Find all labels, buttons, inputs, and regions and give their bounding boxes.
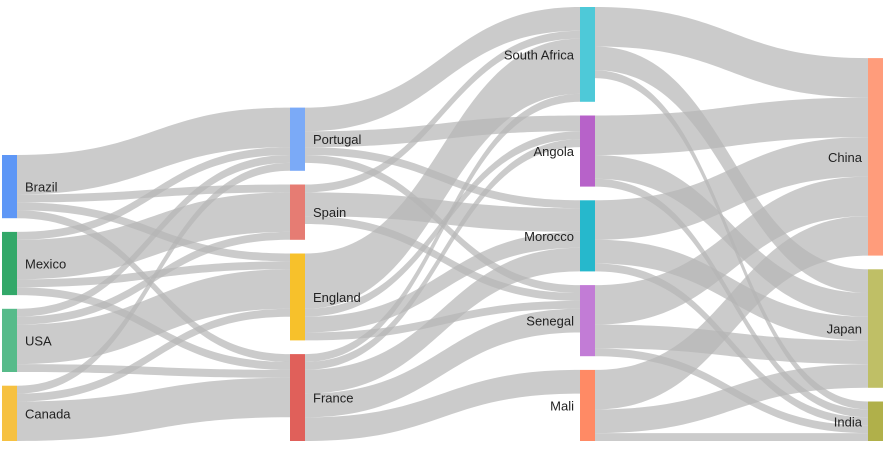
node-label-south-africa: South Africa	[504, 47, 575, 62]
link-mali-to-japan[interactable]	[595, 364, 868, 434]
node-india[interactable]	[868, 401, 883, 442]
link-morocco-to-china[interactable]	[595, 137, 868, 240]
node-japan[interactable]	[868, 269, 883, 388]
node-label-india: India	[834, 414, 863, 429]
link-france-to-mali[interactable]	[305, 369, 580, 441]
link-brazil-to-france[interactable]	[17, 210, 290, 362]
link-usa-to-france[interactable]	[17, 364, 290, 378]
link-mexico-to-portugal[interactable]	[17, 147, 290, 240]
node-label-france: France	[313, 391, 353, 406]
node-england[interactable]	[290, 253, 305, 341]
link-spain-to-south-africa[interactable]	[305, 30, 580, 193]
nodes-layer	[2, 7, 883, 441]
link-spain-to-morocco[interactable]	[305, 192, 580, 232]
node-label-mexico: Mexico	[25, 257, 66, 272]
node-label-portugal: Portugal	[313, 132, 362, 147]
node-label-spain: Spain	[313, 205, 346, 220]
node-label-canada: Canada	[25, 406, 71, 421]
node-angola[interactable]	[580, 115, 595, 187]
node-label-senegal: Senegal	[526, 314, 574, 329]
node-brazil[interactable]	[2, 155, 17, 219]
node-label-morocco: Morocco	[524, 229, 574, 244]
link-france-to-senegal[interactable]	[305, 308, 580, 418]
node-china[interactable]	[868, 58, 883, 256]
node-label-england: England	[313, 290, 361, 305]
link-france-to-south-africa[interactable]	[305, 93, 580, 363]
link-usa-to-portugal[interactable]	[17, 155, 290, 317]
link-england-to-senegal[interactable]	[305, 300, 580, 341]
link-england-to-morocco[interactable]	[305, 231, 580, 333]
node-label-mali: Mali	[550, 398, 574, 413]
node-canada[interactable]	[2, 385, 17, 441]
link-england-to-angola[interactable]	[305, 131, 580, 317]
link-mexico-to-england[interactable]	[17, 261, 290, 288]
link-mali-to-china[interactable]	[595, 216, 868, 410]
link-usa-to-england[interactable]	[17, 269, 290, 365]
link-morocco-to-india[interactable]	[595, 263, 868, 426]
node-label-japan: Japan	[827, 322, 862, 337]
link-spain-to-senegal[interactable]	[305, 216, 580, 301]
link-angola-to-china[interactable]	[595, 97, 868, 155]
link-canada-to-france[interactable]	[17, 377, 290, 441]
link-england-to-south-africa[interactable]	[305, 38, 580, 309]
link-france-to-angola[interactable]	[305, 139, 580, 370]
link-mali-to-india[interactable]	[595, 433, 868, 441]
link-usa-to-spain[interactable]	[17, 231, 290, 325]
link-morocco-to-japan[interactable]	[595, 239, 868, 341]
link-canada-to-england[interactable]	[17, 308, 290, 402]
links-layer	[17, 7, 868, 441]
node-senegal[interactable]	[580, 285, 595, 357]
node-mali[interactable]	[580, 369, 595, 441]
link-south-africa-to-china[interactable]	[595, 7, 868, 98]
node-mexico[interactable]	[2, 231, 17, 296]
labels-layer: Brazil Mexico USA Canada Portugal Spain Englan…	[25, 47, 863, 429]
node-france[interactable]	[290, 354, 305, 441]
node-spain[interactable]	[290, 184, 305, 240]
node-south-africa[interactable]	[580, 7, 595, 102]
node-label-china: China	[828, 150, 863, 165]
node-portugal[interactable]	[290, 107, 305, 171]
node-label-usa: USA	[25, 333, 52, 348]
node-label-angola: Angola	[534, 144, 575, 159]
node-label-brazil: Brazil	[25, 180, 58, 195]
node-morocco[interactable]	[580, 200, 595, 272]
node-usa[interactable]	[2, 308, 17, 372]
link-portugal-to-south-africa[interactable]	[305, 7, 580, 132]
link-brazil-to-portugal[interactable]	[17, 107, 290, 195]
